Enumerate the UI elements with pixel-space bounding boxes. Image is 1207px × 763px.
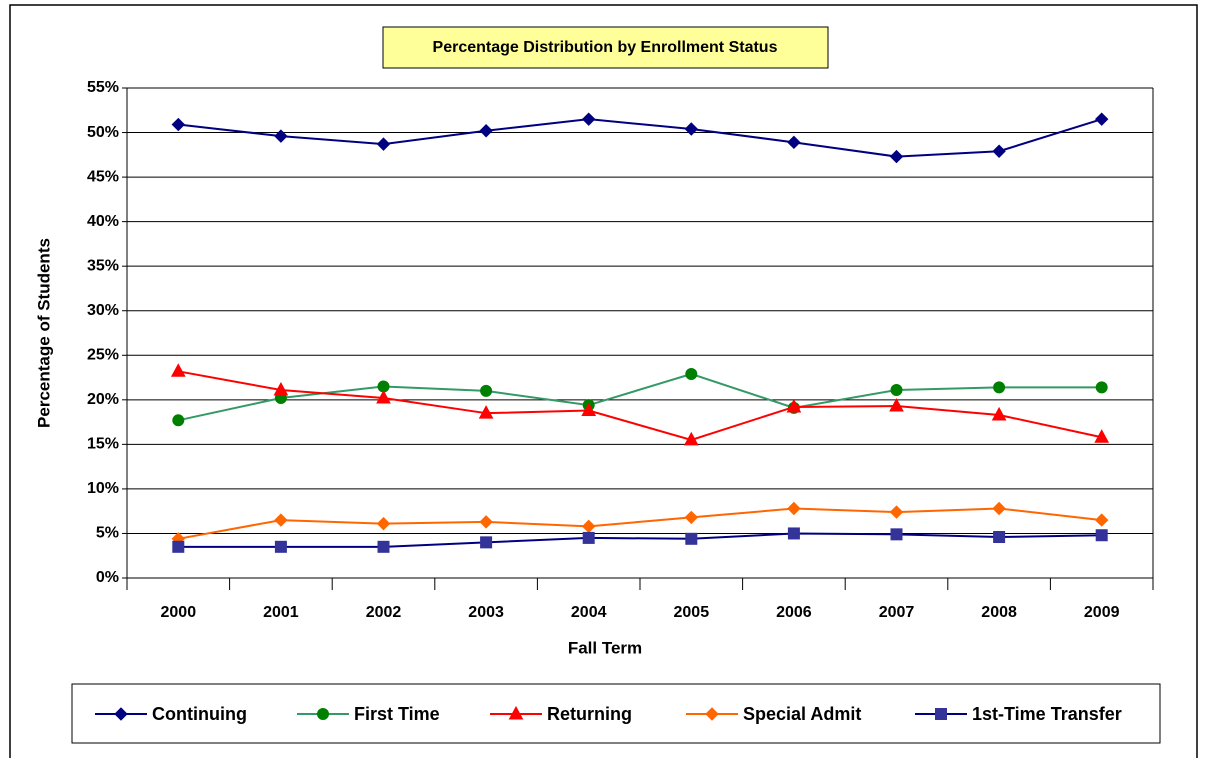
data-point bbox=[685, 367, 698, 380]
data-point bbox=[172, 540, 185, 553]
data-point bbox=[479, 124, 493, 138]
y-tick-label: 45% bbox=[87, 168, 119, 185]
series-line bbox=[178, 118, 1102, 158]
y-tick-label: 5% bbox=[96, 525, 119, 542]
y-tick-label: 25% bbox=[87, 346, 119, 363]
x-tick-label: 2006 bbox=[776, 604, 812, 621]
data-point bbox=[889, 398, 904, 412]
x-tick-label: 2003 bbox=[468, 604, 504, 621]
legend-label: Continuing bbox=[152, 704, 247, 724]
y-tick-label: 15% bbox=[87, 436, 119, 453]
data-point bbox=[1095, 381, 1108, 394]
data-point bbox=[376, 137, 391, 151]
x-tick-label: 2005 bbox=[674, 604, 710, 621]
data-point bbox=[170, 363, 186, 377]
data-point bbox=[991, 406, 1007, 421]
x-tick-label: 2009 bbox=[1084, 604, 1120, 621]
data-point bbox=[890, 384, 903, 397]
data-point bbox=[683, 431, 699, 446]
data-point bbox=[1094, 429, 1110, 443]
y-tick-label: 40% bbox=[87, 213, 119, 230]
data-point bbox=[273, 381, 289, 396]
data-point bbox=[889, 505, 904, 519]
data-point bbox=[787, 527, 800, 540]
y-tick-label: 30% bbox=[87, 302, 119, 319]
x-tick-label: 2007 bbox=[879, 604, 915, 621]
data-point bbox=[889, 149, 904, 164]
legend-marker bbox=[114, 707, 128, 721]
data-point bbox=[992, 144, 1006, 158]
data-point bbox=[684, 510, 699, 525]
data-point bbox=[376, 516, 391, 531]
y-axis-label: Percentage of Students bbox=[34, 238, 53, 428]
data-point bbox=[581, 402, 597, 417]
data-point bbox=[171, 117, 186, 132]
series-line bbox=[178, 370, 1102, 441]
x-tick-label: 2002 bbox=[366, 604, 402, 621]
chart-title: Percentage Distribution by Enrollment St… bbox=[433, 39, 778, 56]
y-tick-label: 0% bbox=[96, 569, 119, 586]
data-point bbox=[1095, 529, 1108, 542]
legend-label: Special Admit bbox=[743, 704, 861, 724]
data-point bbox=[377, 540, 390, 553]
data-point bbox=[1094, 513, 1109, 527]
x-tick-label: 2004 bbox=[571, 604, 607, 621]
legend-marker bbox=[705, 707, 719, 721]
y-tick-label: 20% bbox=[87, 391, 119, 408]
data-point bbox=[787, 501, 801, 516]
y-tick-label: 35% bbox=[87, 257, 119, 274]
title-box bbox=[382, 26, 829, 69]
data-point bbox=[480, 384, 493, 397]
data-point bbox=[993, 531, 1006, 544]
data-point bbox=[274, 540, 287, 553]
legend-marker bbox=[317, 708, 329, 720]
data-point bbox=[479, 515, 493, 529]
x-axis-label: Fall Term bbox=[568, 638, 642, 657]
x-tick-label: 2001 bbox=[263, 604, 299, 621]
y-tick-label: 10% bbox=[87, 480, 119, 497]
series-line bbox=[178, 372, 1102, 422]
data-point bbox=[684, 122, 699, 136]
data-point bbox=[274, 513, 288, 527]
legend-marker bbox=[935, 708, 947, 720]
legend-marker bbox=[508, 705, 524, 720]
legend-label: 1st-Time Transfer bbox=[972, 704, 1122, 724]
y-tick-label: 50% bbox=[87, 124, 119, 141]
legend-label: First Time bbox=[354, 704, 440, 724]
series-line bbox=[178, 507, 1102, 540]
y-tick-label: 55% bbox=[87, 79, 119, 96]
data-point bbox=[992, 501, 1006, 516]
data-point bbox=[1094, 112, 1109, 126]
x-tick-label: 2000 bbox=[161, 604, 197, 621]
data-point bbox=[480, 536, 493, 549]
data-point bbox=[890, 528, 903, 541]
data-point bbox=[274, 129, 288, 143]
data-point bbox=[582, 531, 595, 544]
data-point bbox=[786, 398, 802, 413]
legend-label: Returning bbox=[547, 704, 632, 724]
series-line bbox=[178, 532, 1102, 548]
data-point bbox=[685, 532, 698, 545]
data-point bbox=[172, 414, 185, 427]
legend-box bbox=[71, 683, 1161, 744]
x-tick-label: 2008 bbox=[981, 604, 1017, 621]
data-point bbox=[993, 381, 1006, 394]
data-point bbox=[478, 405, 494, 419]
data-point bbox=[787, 135, 801, 150]
data-point bbox=[376, 389, 391, 404]
data-point bbox=[581, 112, 596, 126]
